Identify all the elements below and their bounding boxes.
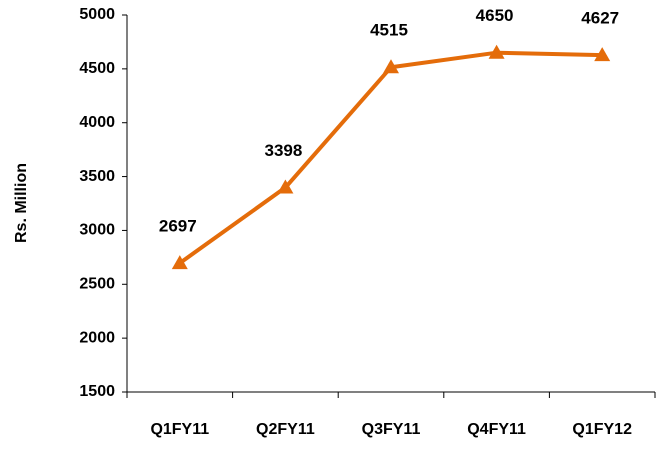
data-label: 3398 <box>264 141 302 160</box>
x-tick-label: Q1FY11 <box>150 421 209 438</box>
x-tick-label: Q1FY12 <box>572 421 632 438</box>
marker <box>383 59 399 74</box>
y-tick-label: 4000 <box>79 114 115 131</box>
marker <box>488 44 505 59</box>
y-tick-label: 4500 <box>79 60 115 77</box>
y-tick-label: 2000 <box>79 329 115 346</box>
y-tick-label: 2500 <box>79 276 115 293</box>
y-tick-label: 3000 <box>79 222 115 239</box>
data-label: 4627 <box>581 9 619 28</box>
data-label: 2697 <box>159 217 197 236</box>
y-tick-label: 5000 <box>79 6 115 23</box>
line <box>178 50 603 265</box>
y-tick-label: 1500 <box>79 383 115 400</box>
marker <box>171 255 188 270</box>
x-tick-label: Q2FY11 <box>256 421 315 438</box>
x-tick-label: Q3FY11 <box>362 421 421 438</box>
marker <box>594 47 611 62</box>
y-axis-label: Rs. Million <box>13 163 30 243</box>
marker <box>277 179 294 194</box>
data-label: 4515 <box>370 21 408 40</box>
x-tick-label: Q4FY11 <box>467 421 526 438</box>
data-label: 4650 <box>476 6 514 25</box>
y-tick-label: 3500 <box>79 168 115 185</box>
